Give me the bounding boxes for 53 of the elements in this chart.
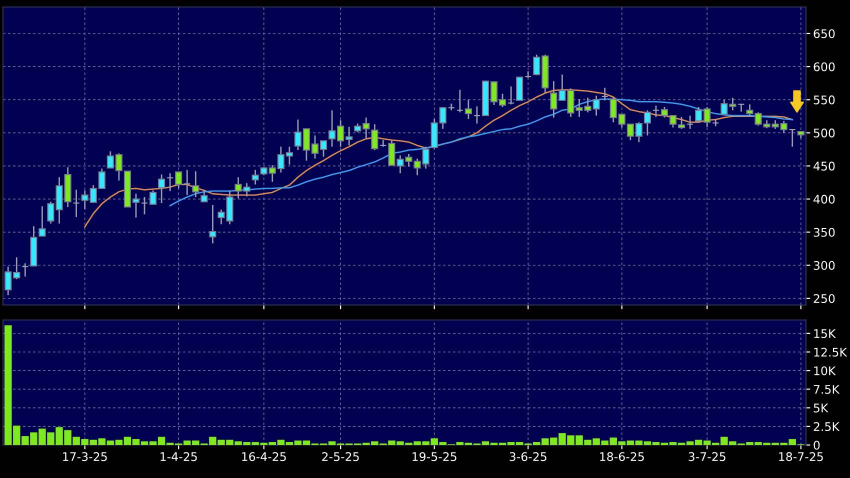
- candlestick: [601, 87, 608, 102]
- x-tick-label: 3-6-25: [510, 452, 546, 462]
- candlestick: [652, 104, 660, 118]
- x-tick-label: 18-7-25: [779, 452, 823, 462]
- candlestick: [508, 86, 515, 106]
- y-tick-label: 450: [814, 162, 835, 171]
- x-tick-label: 16-4-25: [242, 452, 286, 462]
- candlestick: [371, 124, 378, 151]
- candlestick: [516, 76, 524, 101]
- candlestick: [712, 118, 720, 127]
- x-tick-label: 2-5-25: [322, 452, 359, 462]
- y-tick-label: 12.5K: [814, 348, 848, 357]
- candlestick: [175, 171, 182, 190]
- line-series: [84, 89, 794, 228]
- candlestick: [473, 106, 480, 124]
- candlestick: [149, 190, 157, 206]
- x-tick-label: 18-6-25: [600, 452, 644, 462]
- y-tick-label: 250: [814, 294, 835, 304]
- candlestick: [184, 169, 191, 196]
- y-tick-label: 550: [814, 95, 835, 104]
- candlestick: [72, 189, 80, 218]
- x-tick-label: 3-7-25: [688, 452, 726, 462]
- y-tick-label: 7.5K: [814, 385, 840, 394]
- y-tick-label: 650: [814, 29, 835, 38]
- candlestick: [166, 172, 174, 192]
- candlestick: [209, 204, 216, 244]
- x-tick-label: 1-4-25: [160, 452, 197, 462]
- candlestick: [158, 174, 166, 204]
- candlestick: [252, 169, 259, 186]
- x-tick-label: 19-5-25: [412, 452, 456, 462]
- candlestick: [464, 99, 472, 120]
- candlestick: [200, 190, 208, 202]
- candlestick: [456, 89, 464, 113]
- y-tick-label: 10K: [814, 366, 836, 376]
- y-tick-label: 300: [814, 260, 835, 270]
- candlestick: [192, 170, 200, 198]
- candlestick: [738, 104, 745, 112]
- candlestick: [686, 114, 694, 130]
- candlestick: [524, 70, 532, 79]
- y-tick-label: 5K: [814, 404, 828, 412]
- candlestick: [788, 128, 796, 148]
- y-tick-label: 15K: [814, 329, 836, 338]
- y-tick-label: 0: [814, 440, 820, 450]
- y-tick-label: 350: [814, 228, 835, 237]
- candlestick: [140, 196, 148, 215]
- x-tick-label: 17-3-25: [63, 452, 107, 462]
- y-tick-label: 600: [814, 62, 835, 72]
- candlestick: [22, 262, 29, 278]
- y-tick-label: 400: [814, 194, 835, 204]
- y-tick-label: 500: [814, 128, 835, 138]
- candlestick: [448, 102, 455, 111]
- candlestick: [38, 206, 46, 237]
- y-tick-label: 2.5K: [814, 422, 840, 432]
